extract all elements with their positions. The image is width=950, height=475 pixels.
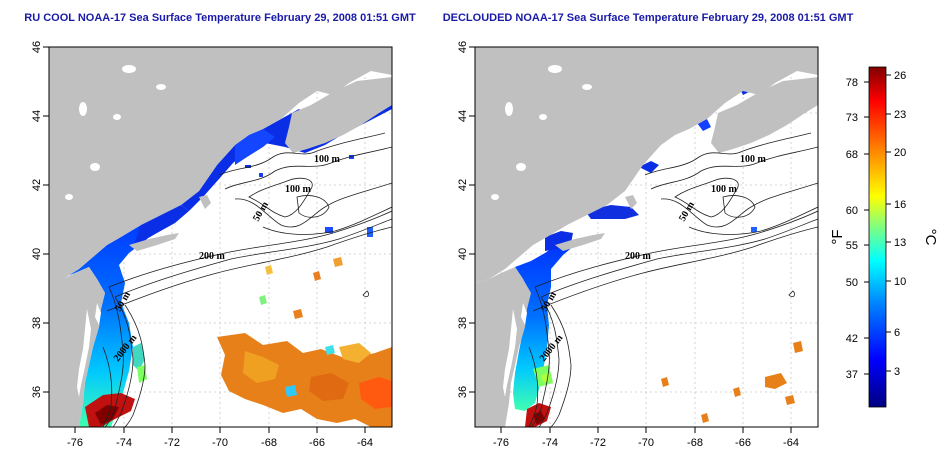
celsius-scale: 26 23 20 16 13 10 6 3 °C (886, 70, 939, 378)
contour-label: 100 m (711, 184, 738, 195)
right-map-panel: DECLOUDED NOAA-17 Sea Surface Temperatur… (443, 12, 854, 449)
x-tick-label: -66 (309, 437, 325, 449)
y-tick-label: 36 (31, 386, 43, 398)
left-map-plot: 100 m 100 m 50 m 200 m 50 m 2000 m (48, 46, 393, 428)
y-tick-label: 42 (31, 179, 43, 191)
contour-label: 100 m (285, 184, 312, 195)
fahrenheit-tick: 68 (846, 149, 858, 161)
x-tick-label: -64 (357, 437, 373, 449)
fahrenheit-unit-label: °F (829, 229, 846, 244)
fahrenheit-tick: 73 (846, 112, 858, 124)
x-tick-label: -70 (638, 437, 654, 449)
x-tick-label: -68 (261, 437, 277, 449)
left-x-axis: -76 -74 -72 -70 -68 -66 -64 (67, 427, 373, 449)
celsius-unit-label: °C (922, 229, 939, 246)
celsius-tick: 26 (894, 70, 906, 82)
y-tick-label: 44 (31, 110, 43, 122)
y-tick-label: 44 (457, 110, 469, 122)
temperature-colorbar: 78 73 68 60 55 50 42 37 °F 26 23 20 (829, 66, 939, 408)
y-tick-label: 38 (457, 317, 469, 329)
celsius-tick: 6 (894, 327, 900, 339)
contour-label: 100 m (314, 154, 341, 165)
celsius-tick: 3 (894, 366, 900, 378)
y-tick-label: 46 (457, 41, 469, 53)
y-tick-label: 42 (457, 179, 469, 191)
y-tick-label: 40 (31, 248, 43, 260)
x-tick-label: -68 (687, 437, 703, 449)
fahrenheit-tick: 42 (846, 333, 858, 345)
left-y-axis: 46 44 42 40 38 36 (31, 41, 49, 398)
x-tick-label: -66 (735, 437, 751, 449)
celsius-tick: 10 (894, 276, 906, 288)
contour-label: 100 m (740, 154, 767, 165)
x-tick-label: -76 (67, 437, 83, 449)
y-tick-label: 46 (31, 41, 43, 53)
celsius-tick: 16 (894, 199, 906, 211)
y-tick-label: 40 (457, 248, 469, 260)
right-map-plot: 100 m 100 m 50 m 200 m 50 m 2000 m (474, 46, 819, 428)
contour-label: 200 m (625, 251, 652, 262)
y-tick-label: 36 (457, 386, 469, 398)
fahrenheit-tick: 55 (846, 240, 858, 252)
colorbar-scale (868, 66, 887, 408)
right-x-axis: -76 -74 -72 -70 -68 -66 -64 (493, 427, 799, 449)
left-map-panel: RU COOL NOAA-17 Sea Surface Temperature … (24, 12, 416, 449)
contour-label: 200 m (199, 251, 226, 262)
x-tick-label: -74 (542, 437, 558, 449)
fahrenheit-tick: 78 (846, 77, 858, 89)
x-tick-label: -72 (590, 437, 606, 449)
fahrenheit-scale: 78 73 68 60 55 50 42 37 °F (829, 77, 869, 381)
right-panel-title: DECLOUDED NOAA-17 Sea Surface Temperatur… (443, 12, 854, 24)
x-tick-label: -76 (493, 437, 509, 449)
fahrenheit-tick: 37 (846, 369, 858, 381)
fahrenheit-tick: 60 (846, 205, 858, 217)
celsius-tick: 23 (894, 109, 906, 121)
x-tick-label: -70 (212, 437, 228, 449)
x-tick-label: -64 (783, 437, 799, 449)
celsius-tick: 20 (894, 147, 906, 159)
x-tick-label: -72 (164, 437, 180, 449)
left-panel-title: RU COOL NOAA-17 Sea Surface Temperature … (24, 12, 416, 24)
x-tick-label: -74 (116, 437, 132, 449)
celsius-tick: 13 (894, 237, 906, 249)
fahrenheit-tick: 50 (846, 277, 858, 289)
right-y-axis: 46 44 42 40 38 36 (457, 41, 475, 398)
y-tick-label: 38 (31, 317, 43, 329)
